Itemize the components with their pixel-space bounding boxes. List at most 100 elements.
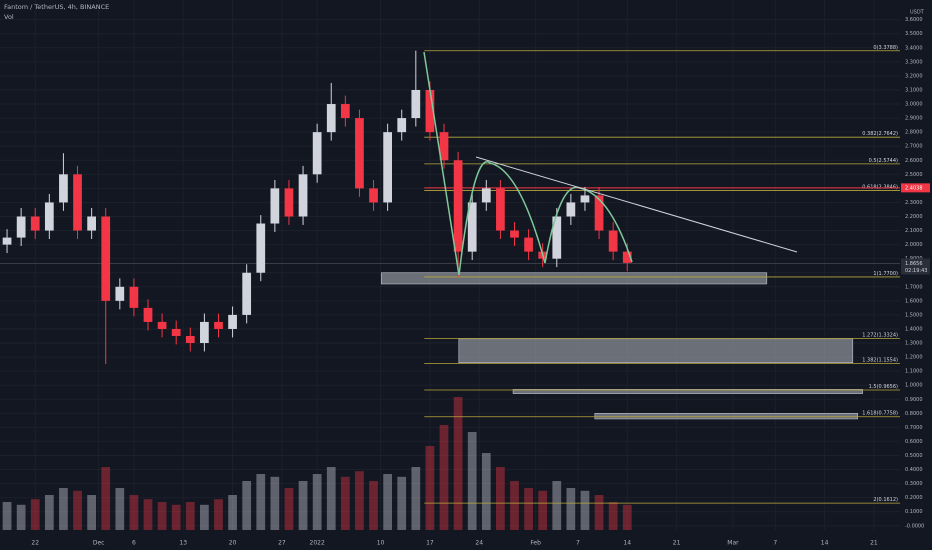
volume-bar xyxy=(87,495,96,530)
y-tick-label: 0.3000 xyxy=(905,481,923,487)
x-tick-label: 17 xyxy=(426,540,434,547)
candle-body xyxy=(87,216,96,231)
axis-layer: -0.0000 0.1000 0.2000 0.3000 0.4000 0.5000 0.6… xyxy=(31,17,930,547)
volume-bar xyxy=(214,499,223,530)
fib-label: 1.272(1.3324) xyxy=(862,332,898,338)
y-tick-label: 3.3000 xyxy=(905,59,923,65)
candle-body xyxy=(129,286,139,308)
volume-bar xyxy=(552,481,562,530)
volume-label: Vol xyxy=(4,13,14,21)
volume-bar xyxy=(524,488,533,530)
volume-bar xyxy=(481,453,491,530)
y-tick-label: 2.3000 xyxy=(905,200,923,206)
candle-body xyxy=(481,188,491,203)
volume-bar xyxy=(369,481,378,530)
y-tick-label: 1.3000 xyxy=(905,341,923,347)
y-tick-label: 2.2000 xyxy=(905,214,923,220)
x-tick-label: Dec xyxy=(93,540,105,547)
fib-label: 1(1.7700) xyxy=(873,271,898,277)
y-tick-label: 1.7000 xyxy=(905,284,923,290)
volume-bar xyxy=(453,397,463,530)
volume-bar xyxy=(44,495,54,530)
x-tick-label: 10 xyxy=(377,540,385,547)
y-tick-label: 2.9000 xyxy=(905,116,923,122)
y-tick-label: 0.2000 xyxy=(905,495,923,501)
volume-bar xyxy=(411,467,421,530)
candle-body xyxy=(622,251,632,263)
y-tick-label: 0.6000 xyxy=(905,439,923,445)
candle-body xyxy=(524,237,533,252)
volume-bar xyxy=(312,474,322,530)
candle-body xyxy=(256,223,266,273)
volume-bar xyxy=(383,474,392,530)
volume-bar xyxy=(580,490,590,530)
trend-drawing xyxy=(423,51,460,276)
candle-body xyxy=(59,174,68,203)
x-tick-label: Feb xyxy=(530,540,541,547)
volume-bar xyxy=(355,471,364,530)
candle-body xyxy=(157,321,167,329)
candle-body xyxy=(340,104,350,119)
y-tick-label: 2.1000 xyxy=(905,228,923,234)
candle-body xyxy=(115,286,125,301)
candle-body xyxy=(270,188,280,224)
volume-bar xyxy=(129,495,139,530)
volume-bar xyxy=(157,502,167,530)
candle-body xyxy=(439,132,449,161)
resistance-tag-label: 2.4038 xyxy=(905,185,923,191)
volume-bar xyxy=(171,504,181,530)
price-axis-panel xyxy=(900,0,932,550)
volume-bar xyxy=(30,499,40,530)
candle-body xyxy=(425,89,435,133)
volume-bar xyxy=(143,499,153,530)
volume-bar xyxy=(439,425,449,530)
x-tick-label: 7 xyxy=(576,540,580,547)
candle-body xyxy=(30,216,40,231)
volume-bar xyxy=(256,474,266,530)
last-price-tag xyxy=(901,258,930,275)
symbol-title: Fantom / TetherUS, 4h, BINANCE xyxy=(4,3,109,11)
volume-bar xyxy=(242,481,252,530)
x-tick-label: 13 xyxy=(179,540,187,547)
resistance-tag xyxy=(901,183,930,193)
candle-body xyxy=(608,230,618,252)
y-tick-label: 3.2000 xyxy=(905,73,923,79)
y-tick-label: 1.0000 xyxy=(905,383,923,389)
candle-body xyxy=(284,188,294,217)
volume-bar xyxy=(340,476,350,530)
candles xyxy=(2,50,632,365)
x-tick-label: 6 xyxy=(132,540,136,547)
candle-body xyxy=(312,132,322,175)
volume-bar xyxy=(467,432,477,530)
fib-layer: 0(3.3788)0.382(2.7642)0.5(2.5744)0.618(2… xyxy=(0,45,900,504)
volume-bar xyxy=(608,502,618,530)
candle-body xyxy=(566,202,576,217)
zone xyxy=(380,272,768,285)
y-tick-label: 1.4000 xyxy=(905,326,923,332)
y-tick-label: 3.6000 xyxy=(905,17,923,23)
volume-bar xyxy=(425,446,435,530)
y-tick-label: 2.8000 xyxy=(905,130,923,136)
fib-label: 1.618(0.7758) xyxy=(862,411,898,417)
candle-body xyxy=(143,307,153,322)
y-tick-label: 0.4000 xyxy=(905,467,923,473)
volume-bar xyxy=(622,504,632,530)
zones xyxy=(380,272,863,420)
countdown-label: 02:19:43 xyxy=(905,268,927,274)
volume-bar xyxy=(2,502,12,530)
candle-body xyxy=(453,160,463,252)
fib-label: 0(3.3788) xyxy=(873,45,898,51)
candle-body xyxy=(214,321,223,329)
x-tick-label: 20 xyxy=(229,540,237,547)
y-tick-label: 0.9000 xyxy=(905,397,923,403)
fib-label: 1.382(1.1554) xyxy=(862,357,898,363)
arc-drawing xyxy=(458,161,546,276)
y-tick-label: -0.0000 xyxy=(905,523,924,529)
candle-body xyxy=(411,89,421,119)
volume-bar xyxy=(397,476,407,530)
candle-body xyxy=(101,216,111,301)
x-tick-label: 27 xyxy=(278,540,286,547)
candle-body xyxy=(369,188,378,203)
last-price-label: 1.8656 xyxy=(905,261,923,267)
candle-body xyxy=(73,174,82,231)
